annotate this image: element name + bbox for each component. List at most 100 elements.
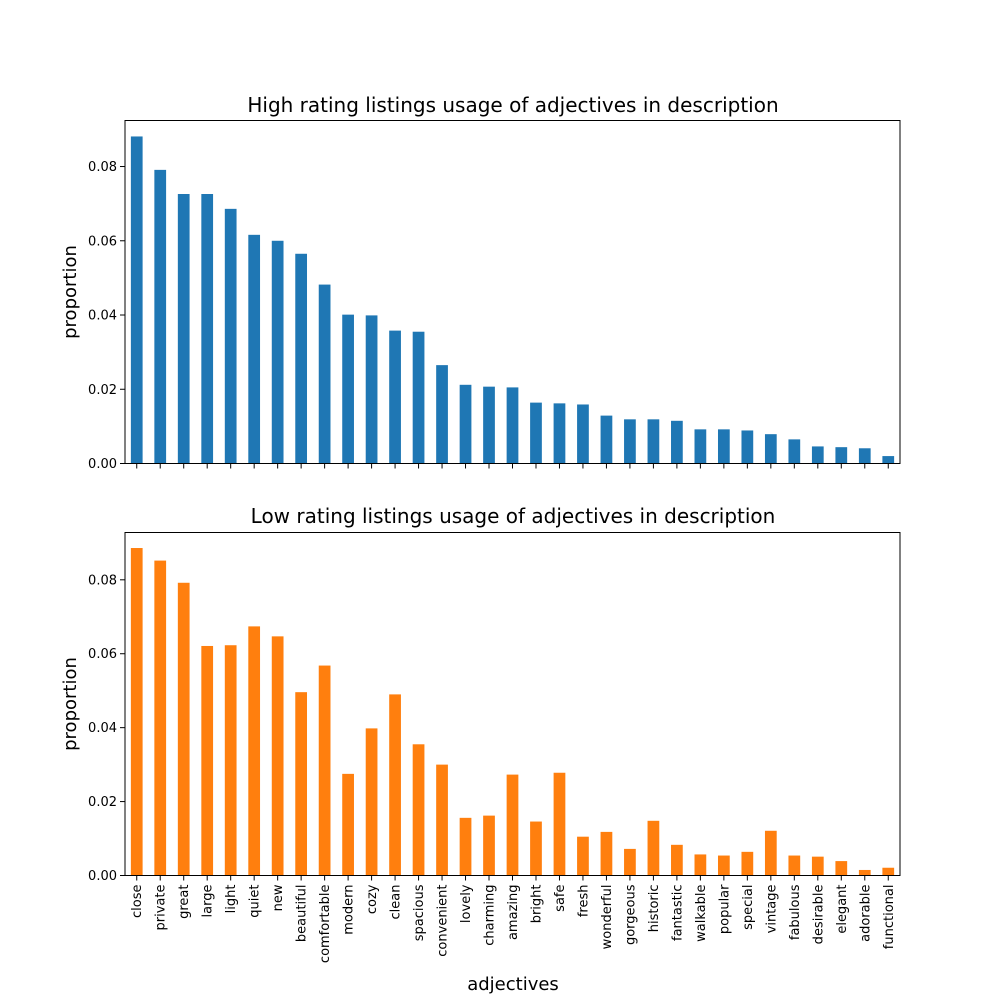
x-tick-label: lovely	[459, 884, 474, 923]
x-tick-label: historic	[647, 885, 662, 933]
bar-quiet	[248, 234, 261, 464]
bar-light	[224, 208, 237, 464]
bottom-panel: Low rating listings usage of adjectives …	[60, 504, 901, 995]
bar-lovely	[459, 817, 472, 876]
bar-cozy	[365, 315, 378, 464]
x-tick-label: special	[741, 885, 756, 930]
bar-safe	[553, 772, 566, 876]
x-tick-label: fabulous	[788, 884, 803, 940]
bottom-chart-title: Low rating listings usage of adjectives …	[251, 504, 776, 528]
x-tick-label: fresh	[576, 885, 591, 918]
bottom-y-ticks: 0.00 0.02 0.04 0.06 0.08	[88, 573, 125, 884]
bar-wonderful	[600, 831, 613, 876]
bar-vintage	[764, 830, 777, 876]
bottom-plot-frame	[124, 532, 901, 876]
bar-close	[130, 136, 143, 464]
x-tick-label: cozy	[365, 884, 380, 914]
bar-large	[201, 645, 214, 876]
top-x-ticks	[136, 463, 889, 469]
bar-fresh	[577, 836, 589, 876]
bar-clean	[389, 694, 401, 876]
y-tick-label: 0.06	[88, 647, 117, 662]
y-tick-label: 0.02	[88, 795, 117, 810]
bar-clean	[389, 330, 401, 464]
bottom-x-ticks: close private great large light quiet new beaut…	[130, 875, 897, 964]
x-tick-label: gorgeous	[623, 884, 638, 945]
bar-large	[201, 194, 214, 464]
bar-convenient	[436, 365, 448, 464]
x-tick-label: private	[154, 885, 169, 931]
bar-lovely	[459, 384, 472, 464]
bar-modern	[342, 314, 354, 464]
x-tick-label: modern	[342, 885, 357, 935]
x-tick-label: convenient	[436, 885, 451, 957]
bar-walkable	[694, 854, 707, 876]
bar-fabulous	[788, 439, 801, 464]
y-tick-label: 0.06	[88, 234, 117, 249]
bar-wonderful	[600, 415, 613, 464]
bar-new	[271, 240, 284, 464]
top-y-axis-label: proportion	[60, 245, 81, 339]
bar-fantastic	[671, 844, 683, 876]
x-tick-label: fantastic	[670, 885, 685, 941]
bar-fresh	[577, 404, 589, 464]
top-panel: High rating listings usage of adjectives…	[60, 93, 901, 472]
bar-charming	[483, 815, 495, 876]
x-tick-label: beautiful	[295, 885, 310, 943]
bottom-y-axis-label: proportion	[60, 657, 81, 751]
x-tick-label: popular	[717, 884, 732, 934]
bar-beautiful	[295, 692, 308, 876]
x-tick-label: light	[224, 885, 239, 914]
bar-cozy	[365, 728, 378, 876]
x-tick-label: large	[201, 885, 216, 918]
top-plot-frame	[124, 120, 901, 464]
bar-desirable	[811, 446, 824, 464]
y-tick-label: 0.04	[88, 721, 117, 736]
x-tick-label: new	[271, 884, 286, 911]
y-tick-label: 0.00	[88, 457, 117, 472]
y-tick-label: 0.08	[88, 160, 117, 175]
x-tick-label: clean	[389, 885, 404, 920]
bar-private	[154, 560, 167, 876]
bar-popular	[717, 855, 730, 876]
bar-quiet	[248, 626, 261, 876]
bar-gorgeous	[624, 848, 636, 876]
bar-great	[177, 194, 190, 464]
bar-modern	[342, 773, 354, 876]
top-bars	[130, 136, 895, 464]
bottom-bars	[130, 548, 895, 876]
top-chart-title: High rating listings usage of adjectives…	[247, 93, 778, 117]
bar-desirable	[811, 856, 824, 876]
bar-comfortable	[318, 284, 331, 464]
bar-light	[224, 645, 237, 876]
bar-bright	[530, 821, 542, 876]
y-tick-label: 0.02	[88, 383, 117, 398]
bar-vintage	[764, 434, 777, 464]
bar-private	[154, 169, 167, 464]
y-tick-label: 0.00	[88, 869, 117, 884]
bar-amazing	[506, 387, 519, 464]
x-tick-label: elegant	[835, 885, 850, 934]
bar-new	[271, 636, 284, 876]
x-tick-label: adorable	[858, 885, 873, 942]
x-tick-label: comfortable	[318, 885, 333, 964]
bar-functional	[882, 456, 895, 464]
y-tick-label: 0.08	[88, 573, 117, 588]
bar-amazing	[506, 774, 519, 876]
bar-elegant	[835, 861, 848, 876]
bar-elegant	[835, 447, 848, 464]
bar-beautiful	[295, 253, 308, 464]
bar-charming	[483, 386, 495, 464]
bar-spacious	[412, 744, 425, 876]
bar-walkable	[694, 429, 707, 464]
bar-close	[130, 548, 143, 876]
bar-spacious	[412, 331, 425, 464]
bar-special	[741, 851, 754, 876]
y-tick-label: 0.04	[88, 309, 117, 324]
x-tick-label: spacious	[412, 884, 427, 941]
x-tick-label: quiet	[248, 885, 263, 918]
bar-bright	[530, 402, 542, 464]
top-y-ticks: 0.00 0.02 0.04 0.06 0.08	[88, 160, 125, 472]
bar-comfortable	[318, 665, 331, 876]
